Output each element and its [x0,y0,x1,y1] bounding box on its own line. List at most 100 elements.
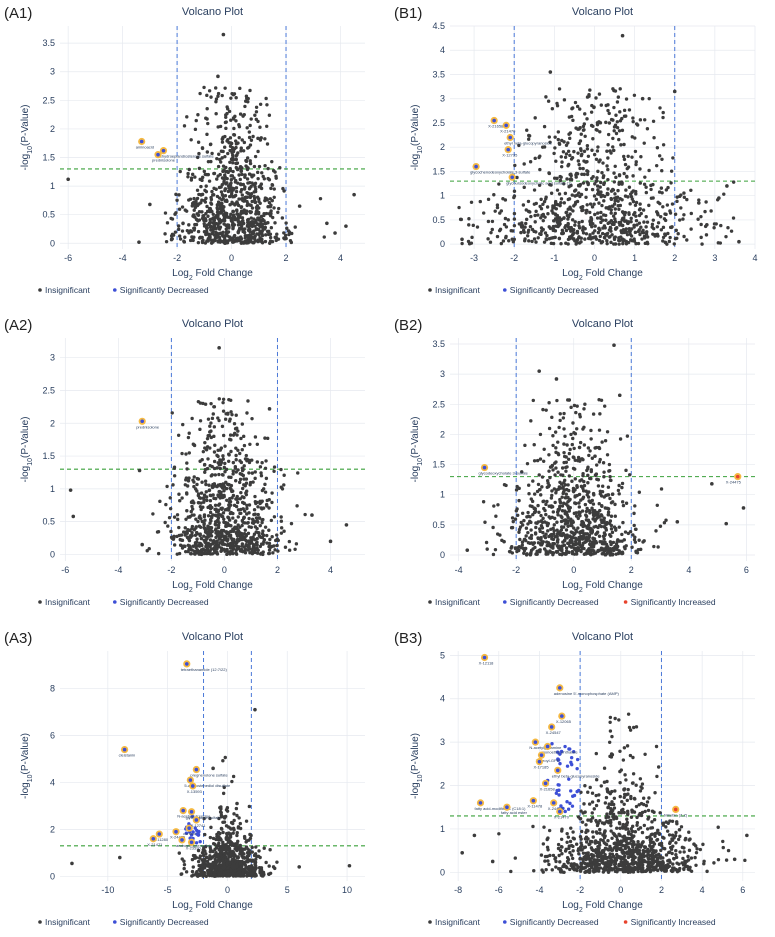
insignificant-point [247,226,251,230]
insignificant-point [618,821,622,826]
insignificant-point [602,199,606,203]
insignificant-point [231,774,236,779]
insignificant-point [533,532,538,536]
insignificant-point [227,852,232,856]
insignificant-point [186,171,190,176]
insignificant-point [209,159,213,164]
insignificant-point [610,492,615,497]
insignificant-point [212,405,217,409]
insignificant-point [248,480,253,485]
legend: Insignificant Significantly Decreased Sign… [428,597,716,607]
insignificant-point [175,198,179,202]
insignificant-point [310,513,314,517]
insignificant-point [571,489,576,494]
insignificant-point [570,479,574,483]
insignificant-point [607,121,612,125]
insignificant-point [208,521,212,525]
insignificant-point [622,157,627,162]
insignificant-point [502,539,506,544]
insignificant-point [582,443,587,447]
insignificant-point [237,816,241,820]
insignificant-point [268,545,273,549]
insignificant-point [242,187,247,191]
insignificant-point [246,235,250,239]
insignificant-point [577,505,582,509]
insignificant-point [183,526,187,530]
decreased-point [189,833,194,837]
insignificant-point [533,509,538,513]
insignificant-point [208,510,213,515]
insignificant-point [576,526,580,530]
insignificant-point [575,427,579,431]
insignificant-point [547,515,551,519]
insignificant-point [251,134,255,139]
insignificant-point [232,828,236,832]
insignificant-point [187,451,191,455]
insignificant-point [217,152,221,156]
insignificant-point [602,194,607,199]
insignificant-point [228,835,233,839]
insignificant-point [529,533,534,538]
insignificant-point [208,835,213,840]
insignificant-point [234,446,238,450]
insignificant-point [185,492,189,496]
insignificant-point [556,470,560,474]
insignificant-point [518,537,522,542]
insignificant-point [234,186,239,190]
insignificant-point [237,870,242,874]
insignificant-point [248,159,252,163]
insignificant-point [497,182,501,186]
decreased-point [189,840,194,845]
insignificant-point [205,172,209,177]
panel-label: (A2) [4,317,32,334]
insignificant-point [547,483,551,488]
insignificant-point [490,227,494,232]
insignificant-point [705,222,709,227]
insignificant-point [633,535,637,539]
insignificant-point [553,500,557,505]
insignificant-point [586,481,590,485]
insignificant-point [642,236,647,240]
insignificant-point [519,224,524,228]
insignificant-point [528,160,533,164]
insignificant-point [491,525,495,530]
insignificant-point [541,218,545,223]
decreased-point [156,152,160,157]
insignificant-point [583,237,587,241]
insignificant-point [503,216,508,221]
insignificant-point [224,211,229,216]
insignificant-point [268,197,272,201]
insignificant-point [624,188,628,192]
insignificant-point [236,515,240,519]
insignificant-point [171,483,175,487]
insignificant-point [600,504,604,508]
insignificant-point [262,846,266,850]
insignificant-point [606,510,611,514]
insignificant-point [571,209,575,213]
insignificant-point [192,228,196,232]
insignificant-point [599,194,603,199]
x-tick-label: -2 [510,253,518,263]
insignificant-point [182,859,186,863]
insignificant-point [190,531,194,535]
insignificant-point [193,202,197,206]
insignificant-point [609,226,613,231]
insignificant-point [224,524,228,529]
insignificant-point [246,399,250,403]
insignificant-point [568,540,573,544]
insignificant-point [238,826,243,831]
x-tick-label: 0 [222,565,227,575]
y-tick-label: 2 [50,418,55,428]
insignificant-point [574,548,578,552]
insignificant-point [609,478,613,483]
insignificant-point [205,531,209,535]
insignificant-point [486,237,490,241]
point-annotation: ethyl beta-glucopyranoside [504,141,553,146]
insignificant-point [597,446,602,451]
insignificant-point [212,450,217,454]
insignificant-point [578,415,582,419]
insignificant-point [512,194,517,198]
insignificant-point [230,412,234,417]
insignificant-point [634,122,639,126]
insignificant-point [652,544,656,549]
